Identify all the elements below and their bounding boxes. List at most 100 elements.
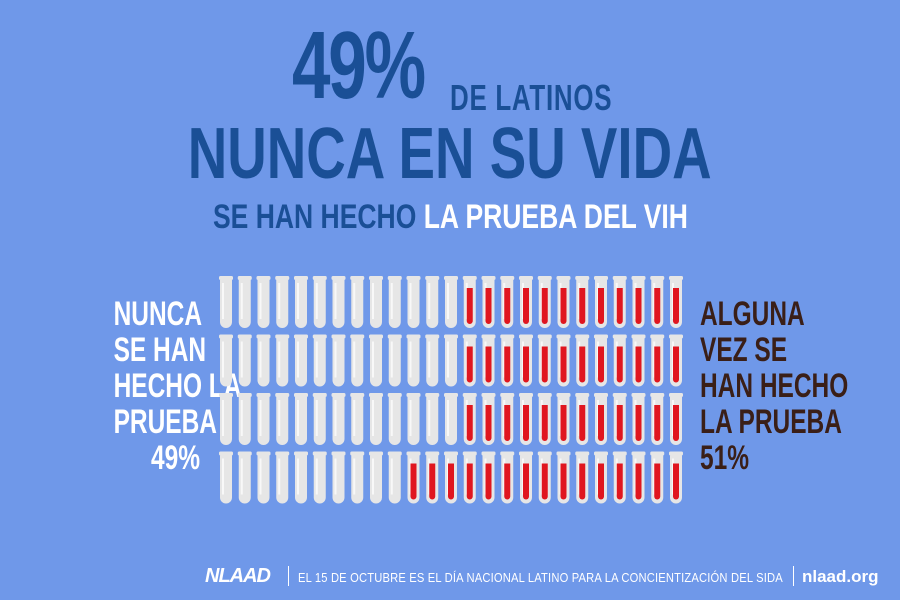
test-tube-filled bbox=[462, 334, 477, 387]
test-tube-shine bbox=[278, 458, 281, 495]
test-tube-shine bbox=[259, 283, 262, 319]
test-tube-rim bbox=[294, 451, 308, 456]
test-tube-shine bbox=[428, 400, 431, 436]
test-tube-rim bbox=[612, 334, 627, 339]
test-tube-filled bbox=[462, 451, 477, 504]
test-tube-blood bbox=[654, 346, 661, 383]
test-tube-blood bbox=[448, 463, 454, 500]
test-tube-filled bbox=[612, 451, 627, 504]
test-tube-rim bbox=[612, 276, 627, 280]
test-tube-body bbox=[220, 397, 232, 445]
test-tube-blood bbox=[616, 463, 623, 500]
test-tube-rim bbox=[519, 276, 533, 280]
test-tube-empty bbox=[237, 334, 252, 387]
test-tube-shine bbox=[428, 341, 431, 378]
test-tube-rim bbox=[275, 276, 290, 280]
test-tube-rim bbox=[650, 334, 665, 339]
right-label-line: VEZ SE bbox=[700, 331, 788, 369]
test-tube-body bbox=[407, 338, 420, 387]
footer-url[interactable]: nlaad.org bbox=[802, 567, 879, 586]
test-tube-blood bbox=[504, 346, 511, 383]
test-tube-body bbox=[238, 338, 251, 387]
test-tube-rim bbox=[275, 451, 290, 456]
test-tube-body bbox=[276, 397, 289, 446]
test-tube-rim bbox=[256, 451, 271, 456]
test-tube-empty bbox=[444, 393, 458, 445]
test-tube-shine bbox=[240, 400, 243, 436]
test-tube-body bbox=[388, 455, 401, 504]
test-tube-rim bbox=[406, 334, 421, 339]
left-label-line: PRUEBA bbox=[113, 403, 217, 441]
test-tube-filled bbox=[519, 334, 533, 387]
test-tube-rim bbox=[556, 393, 571, 397]
test-tube-shine bbox=[372, 458, 374, 495]
test-tube-filled bbox=[556, 393, 571, 446]
test-tube-rim bbox=[556, 276, 571, 280]
test-tube-body bbox=[332, 280, 345, 328]
test-tube-rim bbox=[594, 451, 608, 456]
test-tube-body bbox=[220, 280, 232, 328]
test-tube-filled bbox=[519, 451, 533, 504]
test-tube-rim bbox=[594, 276, 608, 280]
test-tube-filled bbox=[631, 334, 646, 387]
test-tube-shine bbox=[297, 458, 299, 495]
test-tube-rim bbox=[350, 451, 365, 456]
test-tube-blood bbox=[523, 346, 529, 383]
test-tube-rim bbox=[237, 276, 252, 280]
test-tube-rim bbox=[406, 393, 421, 397]
test-tube-rim bbox=[294, 334, 308, 339]
test-tube-body bbox=[295, 338, 307, 387]
test-tube-empty bbox=[387, 276, 402, 328]
test-tube-blood bbox=[523, 405, 529, 441]
footer-text: EL 15 DE OCTUBRE ES EL DÍA NACIONAL LATI… bbox=[298, 570, 783, 585]
test-tube-rim bbox=[256, 334, 271, 339]
test-tube-empty bbox=[312, 393, 327, 446]
test-tube-rim bbox=[425, 334, 440, 339]
test-tube-body bbox=[351, 280, 364, 328]
test-tube-empty bbox=[294, 276, 308, 328]
test-tube-rim bbox=[312, 393, 327, 397]
test-tube-blood bbox=[673, 463, 679, 500]
test-tube-filled bbox=[650, 334, 665, 387]
left-label-line: SE HAN bbox=[113, 331, 207, 369]
test-tube-empty bbox=[350, 451, 365, 504]
test-tube-blood bbox=[579, 405, 586, 441]
test-tube-rim bbox=[350, 393, 365, 397]
test-tube-shine bbox=[278, 283, 281, 319]
test-tube-blood bbox=[560, 405, 567, 441]
test-tube-body bbox=[276, 280, 289, 328]
test-tube-empty bbox=[406, 276, 421, 328]
test-tube-rim bbox=[387, 451, 402, 456]
test-tube-shine bbox=[278, 400, 281, 436]
test-tube-rim bbox=[406, 276, 421, 280]
test-tube-empty bbox=[406, 334, 421, 387]
test-tube-empty bbox=[331, 451, 346, 504]
test-tube-blood bbox=[616, 288, 623, 324]
test-tube-rim bbox=[331, 393, 346, 397]
right-label-percent: 51% bbox=[700, 439, 750, 477]
test-tube-shine bbox=[353, 283, 356, 319]
test-tube-blood bbox=[429, 463, 436, 500]
test-tube-blood bbox=[466, 405, 473, 441]
test-tube-blood bbox=[541, 346, 548, 383]
test-tube-body bbox=[276, 338, 289, 387]
left-label-percent: 49% bbox=[150, 439, 200, 477]
test-tube-body bbox=[220, 455, 232, 504]
test-tube-shine bbox=[297, 341, 299, 378]
test-tube-filled bbox=[519, 276, 533, 328]
test-tube-rim bbox=[481, 276, 496, 280]
test-tube-blood bbox=[673, 288, 679, 324]
test-tube-empty bbox=[256, 451, 271, 504]
test-tube-body bbox=[257, 338, 270, 387]
test-tube-rim bbox=[481, 334, 496, 339]
test-tube-filled bbox=[500, 451, 515, 504]
test-tube-blood bbox=[654, 463, 661, 500]
test-tube-shine bbox=[428, 283, 431, 319]
test-tube-empty bbox=[331, 393, 346, 446]
test-tube-blood bbox=[598, 463, 604, 500]
test-tube-filled bbox=[575, 276, 590, 328]
test-tube-shine bbox=[259, 341, 262, 378]
test-tube-filled bbox=[481, 393, 496, 446]
headline: 49% DE LATINOS NUNCA EN SU VIDA SE HAN H… bbox=[0, 18, 900, 235]
